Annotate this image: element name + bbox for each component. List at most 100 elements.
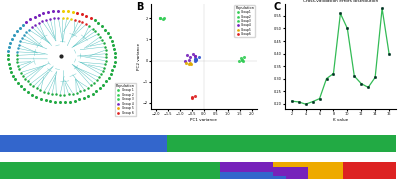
Bar: [246, 172, 251, 179]
Bar: [79, 162, 84, 179]
Bar: [132, 162, 136, 179]
Bar: [304, 167, 308, 179]
Bar: [150, 135, 154, 152]
Bar: [387, 135, 392, 152]
Point: [184, 54, 190, 57]
Bar: [207, 135, 211, 152]
Point: [156, 17, 163, 20]
Bar: [110, 162, 114, 179]
Bar: [119, 162, 123, 179]
Bar: [70, 135, 75, 152]
Bar: [119, 135, 123, 152]
Bar: [343, 135, 348, 152]
Bar: [330, 135, 334, 152]
Bar: [101, 135, 106, 152]
Bar: [4, 162, 9, 179]
Bar: [176, 162, 180, 179]
Bar: [101, 162, 106, 179]
Bar: [167, 162, 172, 179]
Bar: [295, 167, 299, 179]
Bar: [92, 162, 97, 179]
Bar: [286, 162, 290, 167]
Bar: [277, 167, 282, 176]
Bar: [176, 135, 180, 152]
Bar: [299, 135, 304, 152]
Y-axis label: PC2 variance: PC2 variance: [137, 43, 141, 70]
X-axis label: K value: K value: [333, 118, 348, 122]
Bar: [136, 135, 141, 152]
Bar: [321, 162, 326, 179]
Bar: [18, 162, 22, 179]
Bar: [378, 162, 383, 179]
Bar: [220, 135, 224, 152]
Bar: [229, 172, 233, 179]
Bar: [242, 135, 246, 152]
Bar: [62, 162, 66, 179]
Bar: [202, 162, 207, 179]
Bar: [326, 162, 330, 179]
Bar: [330, 162, 334, 179]
Bar: [238, 162, 242, 172]
Bar: [277, 135, 282, 152]
Bar: [48, 162, 53, 179]
Point: [187, 61, 193, 64]
Bar: [321, 135, 326, 152]
Bar: [273, 162, 277, 167]
Bar: [114, 162, 119, 179]
Bar: [194, 135, 198, 152]
Text: B: B: [136, 1, 144, 12]
Bar: [326, 135, 330, 152]
Bar: [264, 172, 268, 179]
Bar: [26, 135, 31, 152]
Bar: [260, 172, 264, 179]
Bar: [88, 162, 92, 179]
Bar: [66, 162, 70, 179]
Bar: [361, 135, 365, 152]
Bar: [220, 172, 224, 179]
Point: [186, 58, 192, 61]
Bar: [361, 162, 365, 179]
Bar: [286, 167, 290, 179]
Bar: [79, 135, 84, 152]
Bar: [106, 135, 110, 152]
Bar: [268, 172, 273, 179]
Bar: [70, 162, 75, 179]
Bar: [246, 162, 251, 172]
Bar: [282, 135, 286, 152]
Bar: [44, 162, 48, 179]
Bar: [282, 176, 286, 179]
Bar: [268, 135, 273, 152]
Point: [188, 63, 194, 66]
Bar: [238, 172, 242, 179]
Bar: [106, 162, 110, 179]
Bar: [290, 167, 295, 179]
Legend: Group 1, Group 2, Group 3, Group 4, Group 5, Group 6: Group 1, Group 2, Group 3, Group 4, Grou…: [115, 83, 136, 116]
Bar: [299, 162, 304, 167]
Bar: [141, 135, 145, 152]
Bar: [132, 135, 136, 152]
Point: [192, 57, 198, 60]
Bar: [211, 135, 216, 152]
Bar: [163, 162, 167, 179]
Bar: [202, 135, 207, 152]
Bar: [26, 162, 31, 179]
Bar: [251, 135, 255, 152]
Bar: [242, 162, 246, 172]
Bar: [31, 162, 35, 179]
Bar: [224, 172, 229, 179]
Bar: [0, 135, 4, 152]
Point: [189, 97, 196, 100]
Bar: [392, 135, 396, 152]
Bar: [145, 162, 150, 179]
Point: [196, 56, 202, 59]
Bar: [172, 135, 176, 152]
Bar: [220, 162, 224, 172]
Point: [192, 94, 198, 97]
Bar: [370, 135, 374, 152]
Bar: [317, 162, 321, 179]
Point: [193, 58, 199, 61]
Bar: [216, 135, 220, 152]
Bar: [264, 162, 268, 172]
Bar: [374, 135, 378, 152]
Bar: [207, 162, 211, 179]
